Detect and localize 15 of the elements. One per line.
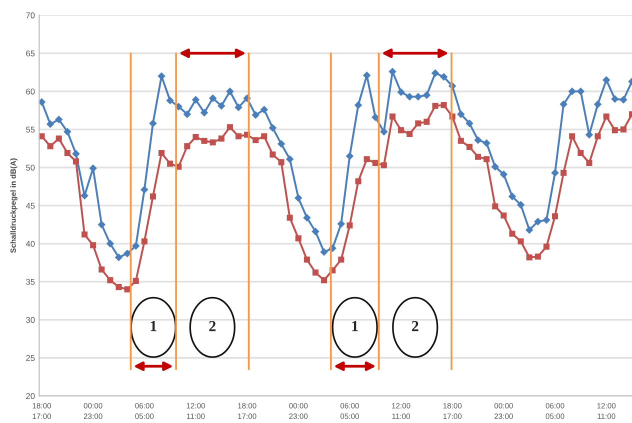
y-tick-label: 60: [26, 88, 35, 94]
y-tick-label: 25: [26, 355, 35, 361]
y-tick-label: 30: [26, 316, 35, 323]
y-tick-label: 20: [26, 393, 35, 400]
annotation: 2: [209, 320, 216, 332]
y-tick-label: 50: [26, 164, 35, 171]
y-tick-label: 35: [26, 278, 35, 285]
y-tick-label: 70: [26, 12, 35, 18]
annotation: 1: [150, 320, 156, 332]
y-tick-label: 55: [26, 126, 35, 133]
annotation: 1: [352, 320, 358, 332]
annotation: 2: [412, 320, 418, 332]
y-tick-label: 45: [26, 202, 35, 209]
y-tick-label: 65: [26, 50, 35, 56]
y-tick-label: 40: [26, 240, 35, 247]
